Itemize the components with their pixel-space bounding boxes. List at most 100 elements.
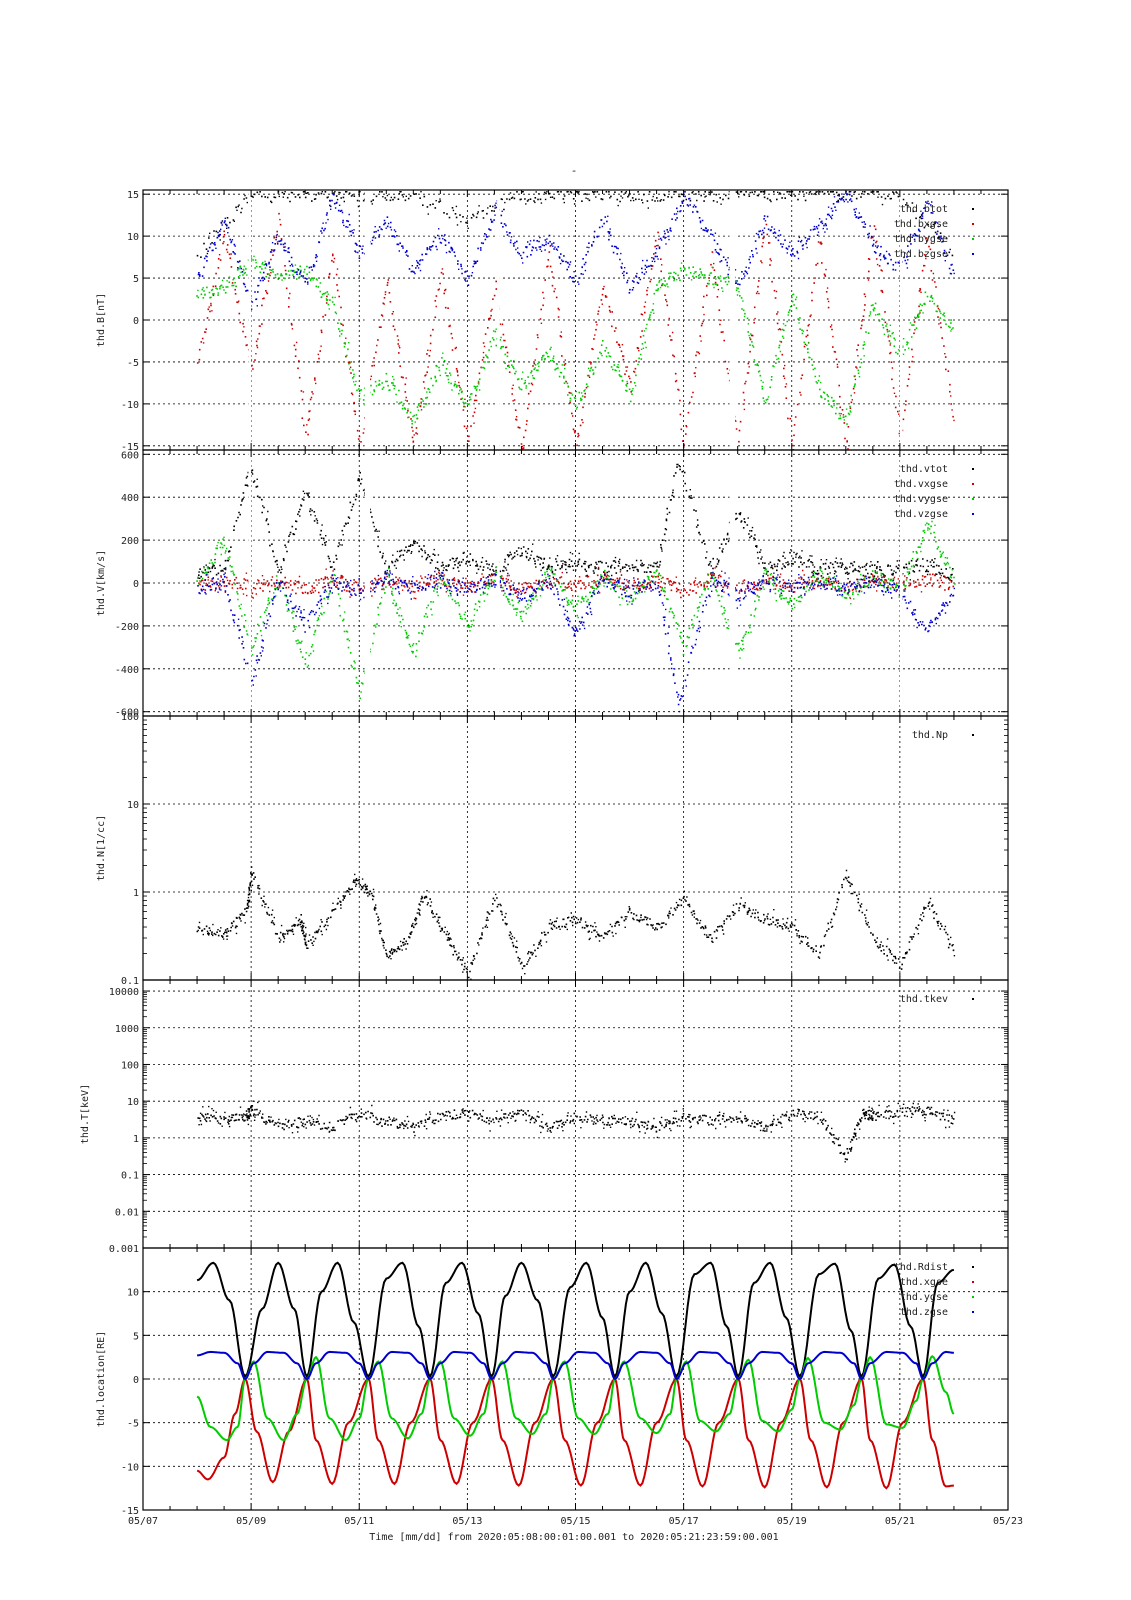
x-tick-label: 05/23 [993,1516,1023,1527]
y-tick-label: 0 [133,316,139,327]
series-points-3 [196,251,954,425]
y-tick-label: -200 [115,622,139,633]
data-gap [899,451,903,715]
data-layer [196,1261,955,1490]
legend-marker [972,1296,974,1298]
panel-4: 0.001 0.01 0.1 1 10 100 1000 10000 thd.T[keV] thd… [80,979,1009,1255]
data-gap [899,191,903,449]
y-axis-label: thd.location[RE] [96,1331,107,1427]
panel-5: -15 -10 -5 0 5 10 thd.location[RE] thd.Rdist thd… [96,1247,1009,1517]
x-axis-label: Time [mm/dd] from 2020:05:08:00:01:00.00… [369,1532,778,1543]
y-tick-label: -5 [127,358,139,369]
legend-label: thd.vzgse [894,509,948,520]
legend-marker [972,498,974,500]
y-tick-label: 10 [127,1097,139,1108]
y-tick-label: 0.001 [109,1244,139,1255]
data-gap [364,191,371,449]
legend-marker [972,513,974,515]
x-tick-label: 05/21 [885,1516,915,1527]
y-tick-label: 5 [133,274,139,285]
panel-1: -15 -10 -5 0 5 10 15 thd.B[nT] thd.btot thd.bxgse… [96,189,1009,453]
y-tick-label: 100 [121,712,139,723]
series-line-4 [197,1350,954,1381]
data-gap [248,451,252,715]
legend-marker [972,1311,974,1313]
y-tick-label: -15 [121,442,139,453]
legend-label: thd.vxgse [894,479,948,490]
y-tick-label: 0.1 [121,1171,139,1182]
legend-label: thd.Np [912,730,948,741]
data-layer [197,1100,956,1163]
y-tick-label: -10 [121,1462,139,1473]
data-gap [729,191,735,449]
x-tick-label: 05/15 [560,1516,590,1527]
y-tick-label: 1 [133,888,139,899]
y-axis-label: thd.B[nT] [96,293,107,347]
panel-2: -600 -400 -200 0 200 400 600 thd.V[km/s] thd.vto… [96,449,1009,719]
x-tick-label: 05/13 [452,1516,482,1527]
series-points-4 [197,191,955,311]
legend-marker [972,238,974,240]
series-line-2 [196,1377,954,1490]
y-tick-label: 400 [121,493,139,504]
data-gap [248,191,252,449]
legend-marker [972,208,974,210]
series-points-1 [196,866,956,980]
series-points-1 [197,1100,956,1163]
y-tick-label: -600 [115,708,139,719]
legend-marker [972,734,974,736]
series-points-2 [198,566,955,600]
legend-label: thd.Rdist [894,1262,948,1273]
legend-label: thd.bzgse [894,249,948,260]
data-gap [729,451,735,715]
legend-label: thd.ygse [900,1292,948,1303]
panels-group: -15-10-5051015thd.B[nT]thd.btotthd.bxgse… [80,189,1009,1517]
legend-label: thd.vtot [900,464,948,475]
y-tick-label: -5 [127,1419,139,1430]
y-tick-label: 10 [127,1288,139,1299]
legend-marker [972,1281,974,1283]
y-tick-label: 200 [121,536,139,547]
y-tick-label: -15 [121,1506,139,1517]
x-tick-label: 05/11 [344,1516,374,1527]
y-tick-label: 10 [127,800,139,811]
legend-label: thd.vygse [894,494,948,505]
data-layer [196,191,955,450]
x-tick-label: 05/07 [128,1516,158,1527]
y-tick-label: 1000 [115,1024,139,1035]
y-axis-label: thd.N[1/cc] [96,815,107,881]
y-tick-label: 100 [121,1060,139,1071]
figure-top-mark: - [571,164,578,177]
y-tick-label: 15 [127,190,139,201]
legend-label: thd.xgse [900,1277,948,1288]
data-gap [497,451,500,715]
legend-marker [972,468,974,470]
legend-marker [972,1266,974,1268]
legend-marker [972,483,974,485]
panel-3: 0.1 1 10 100 thd.N[1/cc] thd.Np [96,712,1009,987]
x-axis-tick-labels: 05/07 05/09 05/11 05/13 05/15 05/17 05/19 05/21… [128,1516,1023,1527]
legend-label: thd.bygse [894,234,948,245]
y-tick-label: 5 [133,1331,139,1342]
series-line-1 [196,1261,955,1379]
y-tick-label: 0 [133,1375,139,1386]
y-tick-label: 10000 [109,987,139,998]
legend-marker [972,223,974,225]
legend-label: thd.bxgse [894,219,948,230]
legend-marker [972,253,974,255]
legend-label: thd.tkev [900,994,948,1005]
data-gap [497,191,500,449]
series-points-4 [197,568,955,713]
y-tick-label: -400 [115,665,139,676]
data-gap [364,451,371,715]
legend-label: thd.zgse [900,1307,948,1318]
y-tick-label: 0.01 [115,1207,139,1218]
y-tick-label: 0 [133,579,139,590]
x-tick-label: 05/09 [236,1516,266,1527]
y-tick-label: 10 [127,232,139,243]
y-tick-label: -10 [121,400,139,411]
series-points-1 [197,463,954,582]
series-points-1 [196,191,954,258]
y-tick-label: 1 [133,1134,139,1145]
